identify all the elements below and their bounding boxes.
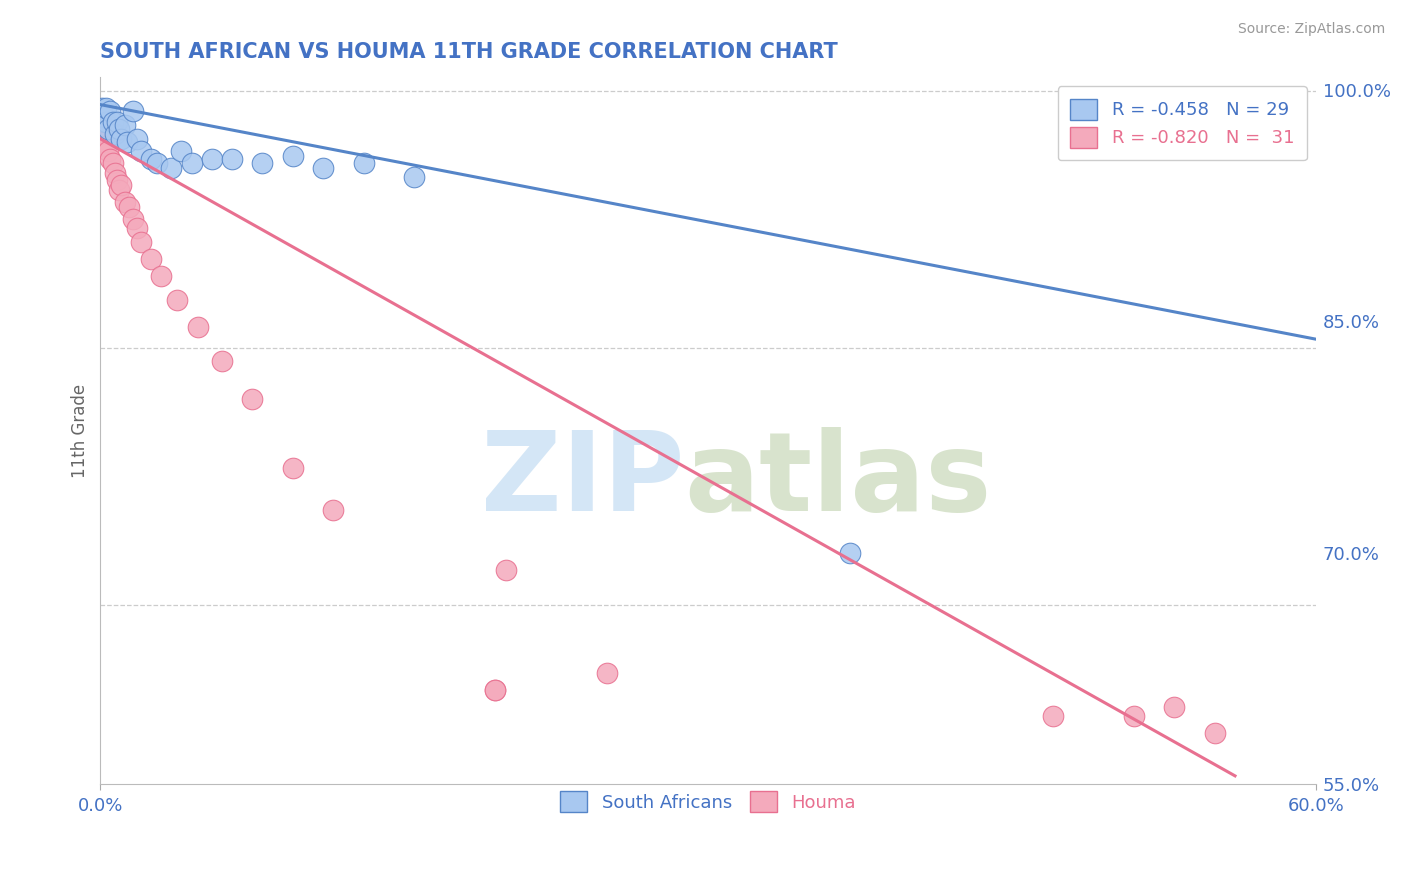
- Point: [170, 144, 193, 158]
- Point: [114, 118, 136, 132]
- Point: [107, 121, 129, 136]
- Point: [201, 153, 224, 167]
- Point: [93, 110, 115, 124]
- Point: [125, 132, 148, 146]
- Point: [100, 153, 122, 167]
- Point: [252, 156, 274, 170]
- Point: [839, 546, 862, 560]
- Point: [115, 136, 138, 150]
- Point: [97, 144, 120, 158]
- Point: [100, 104, 122, 119]
- Point: [103, 127, 125, 141]
- Point: [105, 173, 128, 187]
- Legend: South Africans, Houma: South Africans, Houma: [547, 779, 869, 825]
- Point: [187, 320, 209, 334]
- Point: [96, 101, 118, 115]
- Point: [211, 354, 233, 368]
- Point: [101, 114, 124, 128]
- Point: [1042, 709, 1064, 723]
- Point: [129, 235, 152, 249]
- Point: [322, 503, 344, 517]
- Point: [404, 169, 426, 184]
- Point: [221, 153, 243, 167]
- Point: [150, 268, 173, 283]
- Point: [91, 101, 114, 115]
- Point: [118, 200, 141, 214]
- Text: SOUTH AFRICAN VS HOUMA 11TH GRADE CORRELATION CHART: SOUTH AFRICAN VS HOUMA 11TH GRADE CORREL…: [100, 42, 838, 62]
- Point: [160, 161, 183, 175]
- Point: [121, 104, 143, 119]
- Point: [110, 132, 132, 146]
- Point: [1163, 700, 1185, 714]
- Point: [105, 114, 128, 128]
- Point: [484, 683, 506, 698]
- Point: [1122, 709, 1144, 723]
- Point: [281, 149, 304, 163]
- Point: [93, 136, 115, 150]
- Point: [91, 127, 114, 141]
- Point: [353, 156, 375, 170]
- Point: [180, 156, 202, 170]
- Point: [281, 460, 304, 475]
- Point: [110, 178, 132, 192]
- Point: [495, 563, 517, 577]
- Point: [1204, 726, 1226, 740]
- Point: [129, 144, 152, 158]
- Point: [139, 153, 162, 167]
- Point: [125, 220, 148, 235]
- Point: [312, 161, 335, 175]
- Point: [96, 138, 118, 153]
- Y-axis label: 11th Grade: 11th Grade: [72, 384, 89, 478]
- Point: [139, 252, 162, 266]
- Text: ZIP: ZIP: [481, 427, 683, 533]
- Point: [121, 212, 143, 227]
- Text: atlas: atlas: [683, 427, 991, 533]
- Point: [103, 166, 125, 180]
- Point: [101, 156, 124, 170]
- Point: [484, 683, 506, 698]
- Point: [596, 666, 619, 681]
- Text: Source: ZipAtlas.com: Source: ZipAtlas.com: [1237, 22, 1385, 37]
- Point: [166, 293, 188, 307]
- Point: [146, 156, 169, 170]
- Point: [240, 392, 263, 406]
- Point: [97, 121, 120, 136]
- Point: [114, 195, 136, 210]
- Point: [96, 114, 118, 128]
- Point: [107, 183, 129, 197]
